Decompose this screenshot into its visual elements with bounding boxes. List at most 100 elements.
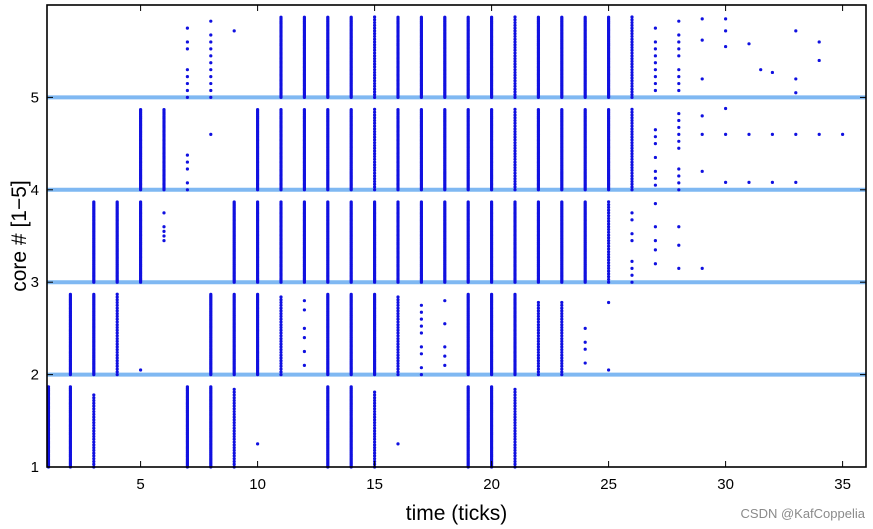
data-point: [279, 336, 283, 341]
data-point: [536, 361, 541, 366]
points-core-2-t-10: [256, 292, 260, 377]
data-point: [560, 331, 564, 335]
data-point: [209, 40, 213, 44]
data-point: [677, 40, 681, 44]
x-tick-label: 5: [136, 476, 144, 493]
data-point: [92, 200, 96, 204]
data-point: [513, 398, 517, 403]
data-point: [185, 95, 189, 99]
points-core-5-t-24: [583, 15, 587, 99]
data-point: [279, 334, 283, 338]
data-point: [302, 326, 306, 330]
data-point: [373, 174, 377, 178]
data-point: [396, 364, 400, 368]
data-point: [232, 440, 236, 444]
points-core-3-t-26: [630, 211, 634, 284]
data-point: [419, 15, 423, 19]
points-core-4-t-11: [279, 107, 283, 192]
points-core-1-t-7: [185, 385, 189, 469]
points-core-3-t-21: [513, 200, 517, 284]
data-point: [396, 331, 400, 335]
data-point: [373, 200, 377, 204]
data-point: [92, 451, 96, 455]
data-point: [162, 225, 166, 229]
points-core-5-t-11: [279, 15, 283, 99]
data-point: [115, 320, 119, 324]
data-point: [232, 448, 236, 452]
data-point: [513, 95, 517, 99]
data-point: [490, 200, 494, 204]
data-point: [92, 407, 96, 411]
data-point: [747, 42, 751, 46]
points-core-5-t-16: [396, 15, 400, 99]
data-point: [513, 443, 517, 447]
data-point: [396, 317, 400, 321]
data-point: [513, 76, 517, 80]
points-core-2-t-12: [302, 299, 306, 367]
points-core-2-t-23: [560, 300, 564, 377]
data-point: [653, 47, 658, 51]
data-point: [513, 43, 517, 47]
data-point: [373, 160, 377, 164]
data-point: [232, 432, 236, 436]
data-point: [513, 396, 517, 400]
data-point: [443, 299, 447, 303]
data-point: [653, 225, 658, 229]
data-point: [653, 75, 658, 79]
data-point: [185, 153, 189, 157]
data-point: [209, 88, 213, 93]
points-core-5-t-12: [302, 15, 306, 99]
data-point: [653, 183, 658, 187]
data-point: [770, 180, 775, 185]
data-point: [326, 107, 330, 112]
data-point: [560, 325, 564, 330]
data-point: [607, 280, 611, 284]
data-point: [607, 222, 611, 226]
points-core-4-t-22: [536, 107, 541, 192]
data-point: [513, 20, 517, 25]
data-point: [513, 171, 517, 175]
points-core-3-t-11: [279, 200, 283, 284]
data-point: [396, 295, 400, 299]
data-point: [536, 359, 541, 363]
data-point: [232, 412, 236, 416]
points-core-3-t-16: [396, 200, 400, 284]
data-point: [513, 390, 517, 394]
watermark: CSDN @KafCoppelia: [740, 506, 865, 521]
data-point: [115, 364, 119, 368]
data-point: [536, 107, 541, 112]
data-point: [92, 412, 96, 416]
data-point: [373, 29, 377, 33]
data-point: [373, 177, 377, 181]
data-point: [630, 280, 634, 284]
data-point: [677, 19, 681, 23]
data-point: [419, 107, 423, 112]
points-core-5-t-30: [724, 17, 728, 49]
data-point: [513, 40, 517, 44]
data-point: [513, 84, 517, 88]
data-point: [653, 61, 658, 65]
data-point: [279, 306, 283, 310]
data-point: [560, 367, 564, 371]
data-point: [302, 200, 306, 204]
data-point: [513, 168, 517, 172]
data-point: [560, 334, 564, 338]
data-point: [92, 462, 96, 466]
points-core-3-t-9: [232, 200, 236, 284]
data-point: [607, 205, 611, 209]
data-point: [279, 356, 283, 360]
data-point: [653, 155, 658, 160]
data-point: [653, 68, 658, 72]
points-core-2-t-22: [536, 300, 541, 377]
data-point: [396, 320, 400, 324]
data-point: [373, 404, 377, 408]
data-point: [373, 18, 377, 22]
data-point: [513, 434, 517, 439]
data-point: [302, 336, 306, 340]
data-point: [630, 20, 634, 25]
data-point: [162, 229, 166, 233]
data-point: [607, 252, 611, 257]
data-point: [607, 236, 611, 240]
data-point: [92, 421, 96, 425]
data-point: [373, 188, 377, 192]
